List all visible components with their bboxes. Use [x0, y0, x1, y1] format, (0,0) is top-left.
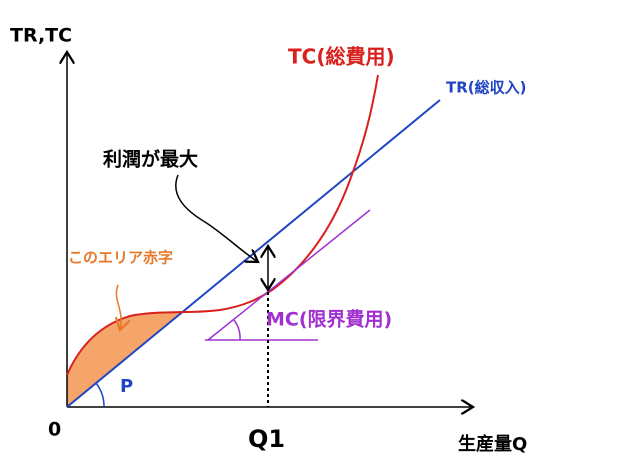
tr-label: TR(総収入)	[446, 79, 527, 97]
loss-label: このエリア赤字	[68, 249, 173, 267]
p-angle	[95, 382, 105, 408]
tc-label: TC(総費用)	[288, 45, 395, 69]
origin-label: 0	[48, 419, 61, 441]
mc-label: MC(限界費用)	[266, 308, 392, 331]
pointer-arrow	[175, 174, 258, 262]
mc-line	[207, 209, 371, 341]
mc-angle	[233, 319, 241, 341]
q1-label: Q1	[248, 425, 285, 453]
x-label: 生産量Q	[458, 433, 527, 455]
max-profit-label: 利潤が最大	[103, 148, 198, 171]
y-label: TR,TC	[10, 25, 72, 47]
p-label: P	[120, 376, 133, 397]
loss-arrow	[116, 284, 121, 330]
